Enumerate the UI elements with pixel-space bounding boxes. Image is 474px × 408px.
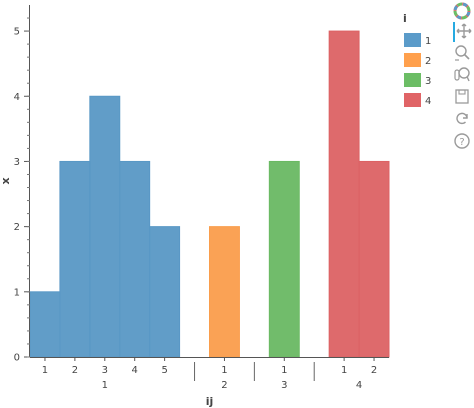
legend-swatch-1 — [404, 33, 421, 47]
x-group-label: 3 — [281, 380, 287, 391]
x-group-label: 1 — [102, 380, 108, 391]
bar-4-1 — [328, 30, 360, 358]
y-tick-label: 1 — [14, 287, 20, 298]
legend-swatch-4 — [404, 93, 421, 107]
legend-swatch-2 — [404, 53, 421, 67]
y-axis-title: x — [0, 177, 12, 184]
x-tick-label: 3 — [102, 365, 108, 376]
legend-label-1: 1 — [425, 36, 431, 47]
y-tick-label: 5 — [14, 27, 20, 38]
bar-1-4 — [119, 160, 151, 358]
reset-icon[interactable] — [453, 110, 473, 130]
legend-label-2: 2 — [425, 56, 431, 67]
bar-1-1 — [29, 291, 61, 358]
bar-1-2 — [59, 160, 91, 358]
box-zoom-icon[interactable] — [453, 44, 473, 64]
bokeh-logo-icon[interactable] — [453, 2, 473, 22]
x-tick-label: 1 — [341, 365, 347, 376]
x-tick-label: 1 — [221, 365, 227, 376]
x-tick-label: 4 — [132, 365, 138, 376]
legend: i 1 2 3 4 — [403, 12, 431, 107]
x-group-label: 2 — [221, 380, 227, 391]
bar-1-3 — [89, 95, 121, 358]
toolbar: ? — [451, 0, 474, 160]
x-tick-label: 2 — [371, 365, 377, 376]
pan-icon[interactable] — [453, 22, 474, 42]
bar-4-2 — [358, 160, 390, 358]
save-icon[interactable] — [453, 88, 473, 108]
y-tick-label: 2 — [14, 222, 20, 233]
y-tick-label: 3 — [14, 157, 20, 168]
x-group-label: 4 — [356, 380, 362, 391]
legend-label-4: 4 — [425, 96, 431, 107]
bar-1-5 — [149, 226, 181, 358]
wheel-zoom-icon[interactable] — [453, 66, 473, 86]
bar-2-1 — [209, 226, 240, 358]
x-tick-label: 5 — [161, 365, 167, 376]
bar-3-1 — [268, 160, 300, 358]
y-tick-label: 0 — [14, 353, 20, 364]
y-tick-label: 4 — [14, 92, 20, 103]
legend-label-3: 3 — [425, 76, 431, 87]
svg-text:?: ? — [459, 137, 464, 148]
bars — [29, 30, 390, 358]
x-tick-label: 1 — [281, 365, 287, 376]
legend-title: i — [403, 12, 407, 25]
x-axis-title: ij — [206, 395, 214, 408]
x-tick-label: 1 — [42, 365, 48, 376]
legend-swatch-3 — [404, 73, 421, 87]
axes: 1 2 3 4 5 1 1 1 2 1 2 3 4 0 1 2 3 4 5 — [14, 5, 389, 391]
help-icon[interactable]: ? — [453, 132, 473, 152]
x-tick-label: 2 — [72, 365, 78, 376]
